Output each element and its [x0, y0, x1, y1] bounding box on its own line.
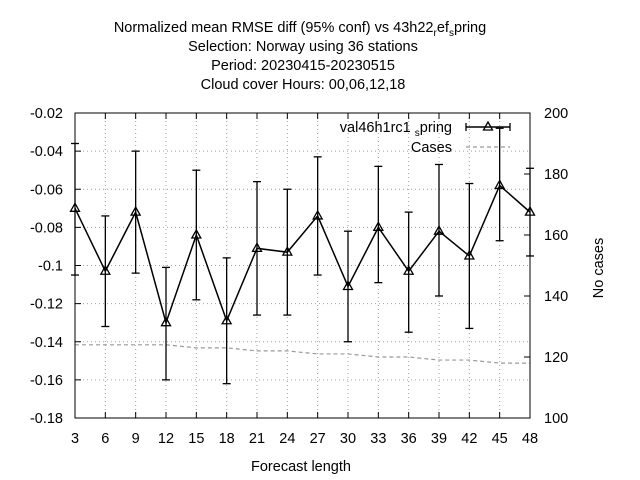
triangle-marker: [99, 264, 111, 275]
x-tick-label: 27: [310, 431, 326, 447]
y2-tick-label: 200: [544, 106, 568, 122]
x-tick-label: 12: [158, 431, 174, 447]
x-tick-label: 33: [370, 431, 386, 447]
x-tick-label: 9: [132, 431, 140, 447]
legend-marker-main: [482, 120, 494, 131]
y-tick-label: -0.16: [30, 373, 63, 389]
grid: [75, 113, 530, 418]
legend-label-cases: Cases: [411, 140, 452, 156]
y2-tick-label: 180: [544, 167, 568, 183]
y-tick-label: -0.02: [30, 106, 63, 122]
title-line-4: Cloud cover Hours: 00,06,12,18: [201, 77, 406, 93]
triangle-marker: [342, 280, 354, 291]
y-tick-label: -0.06: [30, 182, 63, 198]
triangle-marker: [433, 224, 445, 235]
x-tick-label: 3: [71, 431, 79, 447]
triangle-marker: [160, 316, 172, 327]
triangle-marker: [221, 314, 233, 325]
chart-title: Normalized mean RMSE diff (95% conf) vs …: [114, 20, 486, 93]
y2-axis-label: No cases: [591, 238, 607, 298]
x-tick-label: 45: [492, 431, 508, 447]
title-line-2: Selection: Norway using 36 stations: [188, 39, 418, 55]
triangle-marker: [403, 264, 415, 275]
x-tick-label: 39: [431, 431, 447, 447]
y2-tick-label: 120: [544, 350, 568, 366]
x-tick-label: 42: [461, 431, 477, 447]
x-tick-label: 6: [101, 431, 109, 447]
x-tick-label: 48: [522, 431, 538, 447]
cases-series: [75, 344, 530, 364]
y-tick-label: -0.08: [30, 220, 63, 236]
x-tick-label: 18: [219, 431, 235, 447]
y2-tick-label: 140: [544, 289, 568, 305]
y2-tick-label: 160: [544, 228, 568, 244]
y-tick-label: -0.1: [38, 259, 63, 275]
cases-line: [75, 344, 530, 364]
triangle-marker: [130, 205, 142, 216]
triangle-marker: [281, 245, 293, 256]
triangle-marker: [190, 228, 202, 239]
triangle-marker: [312, 209, 324, 220]
x-axis-label: Forecast length: [251, 459, 351, 475]
x-tick-label: 15: [188, 431, 204, 447]
y2-tick-label: 100: [544, 411, 568, 427]
y-tick-label: -0.12: [30, 297, 63, 313]
main-line: [74, 184, 531, 326]
title-line-3: Period: 20230415-20230515: [211, 58, 395, 74]
axis-ticks: 3 6 9 12 15 18 21 24 27 30 33 36 39 42 45 48-0.02-0.04-…: [30, 106, 568, 447]
x-tick-label: 36: [401, 431, 417, 447]
legend-label-main: val46h1rc1 spring: [340, 120, 452, 139]
x-tick-label: 30: [340, 431, 356, 447]
triangle-marker: [463, 249, 475, 260]
triangle-marker: [372, 221, 384, 232]
triangle-marker: [494, 179, 506, 190]
y-tick-label: -0.14: [30, 335, 63, 351]
title-line-1: Normalized mean RMSE diff (95% conf) vs …: [114, 20, 486, 39]
y-tick-label: -0.04: [30, 144, 63, 160]
y-tick-label: -0.18: [30, 411, 63, 427]
triangle-marker: [251, 242, 263, 252]
x-tick-label: 24: [279, 431, 295, 447]
x-tick-label: 21: [249, 431, 265, 447]
